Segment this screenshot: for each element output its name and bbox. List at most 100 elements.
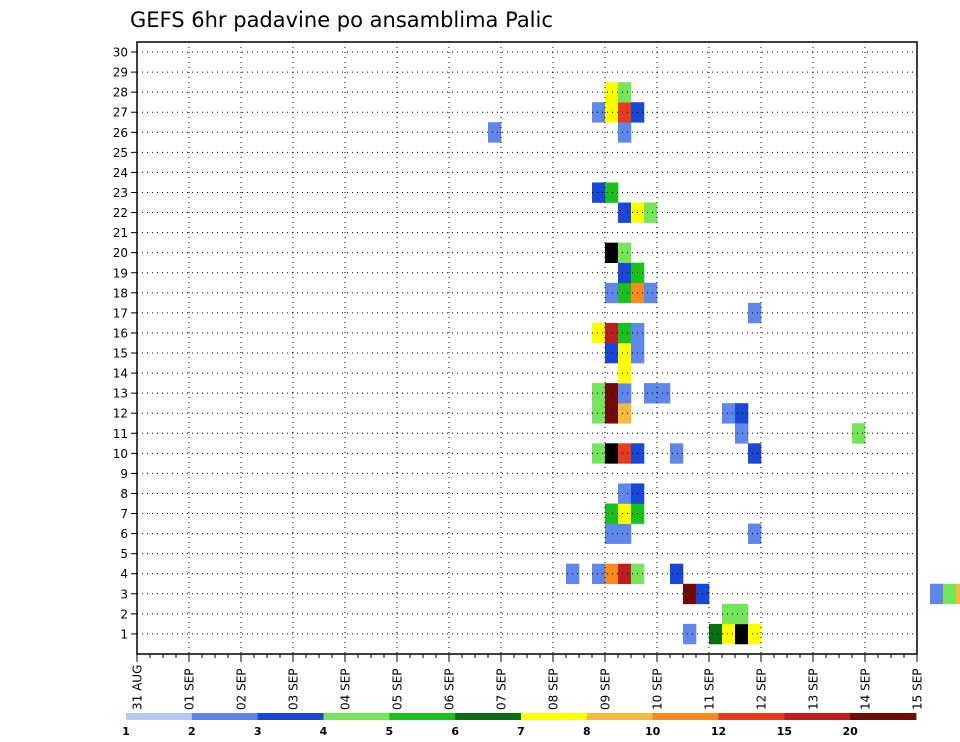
heatmap-cell [605,282,619,304]
heatmap-cell [748,302,762,324]
heatmap-cell [618,102,632,123]
y-tick-label: 30 [113,46,128,60]
colorbar-label: 15 [777,725,792,738]
y-tick-label: 25 [113,146,128,160]
y-tick-label: 8 [120,487,128,501]
x-tick-label: 10 SEP [651,668,665,710]
heatmap-cell [592,403,606,424]
heatmap-cell [605,403,619,424]
heatmap-cell [618,242,632,264]
colorbar-label: 4 [320,725,328,738]
heatmap-cell [618,443,632,464]
heatmap-cell [488,122,502,143]
x-axis: 31 AUG 01 SEP 02 SEP 03 SEP 04 SEP 05 SEP 06 S… [131,654,925,710]
heatmap-cell [605,523,619,544]
heatmap-cell [618,122,632,143]
heatmap-cell [735,403,749,424]
heatmap-cell [683,583,697,605]
heatmap-cell [592,102,606,123]
heatmap-cell [605,383,619,404]
x-tick-label: 06 SEP [443,668,457,710]
y-tick-label: 27 [113,106,128,120]
heatmap-cell [605,503,619,524]
y-tick-label: 22 [113,206,128,220]
heatmap-cell [683,623,697,645]
colorbar-swatch [718,713,785,720]
heatmap-cell [605,342,619,364]
x-tick-label: 07 SEP [495,668,509,710]
colorbar-label: 12 [711,725,726,738]
heatmap-cell [930,583,944,605]
colorbar-label: 10 [645,725,661,738]
heatmap-cell [722,403,736,424]
colorbar-swatch [784,713,851,720]
heatmap-cell [748,523,762,544]
x-tick-label: 08 SEP [547,668,561,710]
y-tick-label: 26 [113,126,128,140]
heatmap-cell [956,583,960,605]
y-tick-label: 14 [113,367,128,381]
heatmap-cell [605,182,619,203]
colorbar-swatch [257,713,324,720]
heatmap-cell [644,282,658,304]
y-tick-label: 3 [120,587,128,601]
colorbar-swatch [455,713,522,720]
y-tick-label: 11 [113,427,128,441]
heatmap-cell [605,102,619,123]
grid-lines [137,42,917,654]
heatmap-cell [618,523,632,544]
colorbar-swatch [586,713,654,720]
heatmap-cell [618,363,632,384]
heatmap-cell [618,483,632,504]
y-tick-label: 23 [113,186,128,200]
heatmap-cell [748,623,762,645]
heatmap-cell [618,82,632,103]
heatmap-cell [709,623,723,645]
y-tick-label: 5 [120,547,128,561]
colorbar-swatch [323,713,390,720]
heatmap-cell [618,503,632,524]
heatmap-cell [644,202,658,223]
heatmap-cell [618,383,632,404]
y-tick-label: 16 [113,326,128,340]
heatmap-cell [748,443,762,464]
x-tick-label: 09 SEP [599,668,613,710]
colorbar-swatch [850,713,917,720]
heatmap-cell [605,242,619,264]
heatmap-cell [605,443,619,464]
heatmap-cell [605,322,619,344]
heatmap-cell [735,603,749,625]
heatmap-cell [592,322,606,344]
heatmap-cell [722,623,736,645]
y-axis: 1234567891011121314151617181920212223242… [113,46,137,641]
colorbar-label: 8 [583,725,591,738]
heatmap-cell [618,282,632,304]
y-tick-label: 19 [113,266,128,280]
x-tick-label: 31 AUG [131,665,145,710]
heatmap-cell [644,383,658,404]
y-tick-label: 29 [113,66,128,80]
heatmap-cells [488,82,960,645]
x-tick-label: 05 SEP [391,668,405,710]
colorbar-swatch [126,713,193,720]
colorbar-swatch [652,713,719,720]
x-tick-label: 13 SEP [807,668,821,710]
y-tick-label: 7 [120,507,128,521]
heatmap-cell [618,262,632,284]
y-tick-label: 4 [120,567,128,581]
colorbar-label: 3 [254,725,262,738]
heatmap-cell [618,342,632,364]
colorbar-label: 6 [451,725,459,738]
colorbar-swatch [389,713,456,720]
y-tick-label: 15 [113,347,128,361]
y-tick-label: 12 [113,407,128,421]
x-tick-label: 02 SEP [235,668,249,710]
x-tick-label: 11 SEP [703,668,717,710]
heatmap-cell [735,623,749,645]
y-tick-label: 6 [120,527,128,541]
y-tick-label: 2 [120,607,128,621]
y-tick-label: 24 [113,166,128,180]
heatmap-cell [592,563,606,585]
y-tick-label: 1 [120,627,128,641]
